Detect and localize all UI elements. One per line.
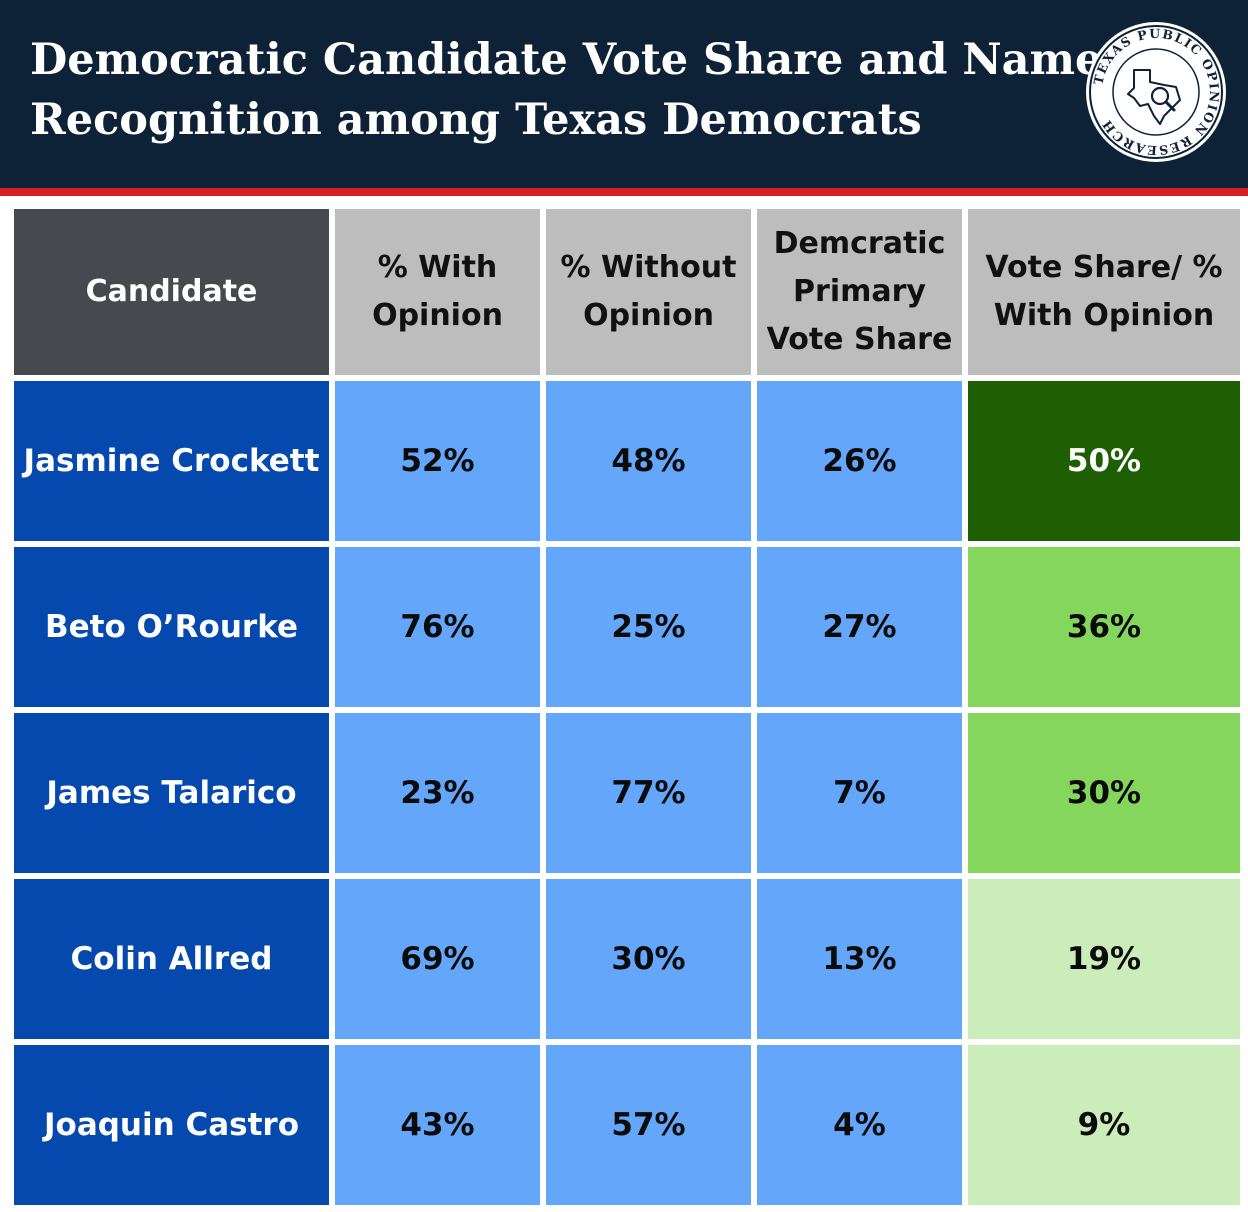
texas-outline-icon bbox=[1127, 69, 1181, 125]
candidate-name: Colin Allred bbox=[14, 879, 329, 1039]
vote-share-value: 7% bbox=[757, 713, 962, 873]
ratio-value: 9% bbox=[968, 1045, 1240, 1205]
ratio-value: 19% bbox=[968, 879, 1240, 1039]
table-row: Jasmine Crockett 52% 48% 26% 50% bbox=[14, 381, 1240, 541]
title-line-2: Recognition among Texas Democrats bbox=[30, 95, 922, 145]
table-row: James Talarico 23% 77% 7% 30% bbox=[14, 713, 1240, 873]
candidate-name: Jasmine Crockett bbox=[14, 381, 329, 541]
table-header-row: Candidate % With Opinion % Without Opini… bbox=[14, 209, 1240, 375]
without-opinion-value: 77% bbox=[546, 713, 751, 873]
vote-share-value: 13% bbox=[757, 879, 962, 1039]
header-banner bbox=[0, 0, 1248, 188]
col-header-ratio: Vote Share/ % With Opinion bbox=[968, 209, 1240, 375]
without-opinion-value: 48% bbox=[546, 381, 751, 541]
header-accent-line bbox=[0, 188, 1248, 196]
vote-share-value: 4% bbox=[757, 1045, 962, 1205]
ratio-value: 50% bbox=[968, 381, 1240, 541]
col-header-with-opinion: % With Opinion bbox=[335, 209, 540, 375]
table-row: Beto O’Rourke 76% 25% 27% 36% bbox=[14, 547, 1240, 707]
ratio-value: 36% bbox=[968, 547, 1240, 707]
vote-share-value: 26% bbox=[757, 381, 962, 541]
table-row: Joaquin Castro 43% 57% 4% 9% bbox=[14, 1045, 1240, 1205]
candidate-name: James Talarico bbox=[14, 713, 329, 873]
page-title: Democratic Candidate Vote Share and Name… bbox=[30, 30, 1103, 150]
candidate-name: Beto O’Rourke bbox=[14, 547, 329, 707]
texas-public-opinion-research-seal: TEXAS PUBLIC OPINION RESEARCH bbox=[1086, 22, 1226, 162]
without-opinion-value: 25% bbox=[546, 547, 751, 707]
with-opinion-value: 43% bbox=[335, 1045, 540, 1205]
col-header-vote-share: Demcratic Primary Vote Share bbox=[757, 209, 962, 375]
col-header-without-opinion: % Without Opinion bbox=[546, 209, 751, 375]
without-opinion-value: 57% bbox=[546, 1045, 751, 1205]
with-opinion-value: 76% bbox=[335, 547, 540, 707]
with-opinion-value: 52% bbox=[335, 381, 540, 541]
without-opinion-value: 30% bbox=[546, 879, 751, 1039]
vote-share-value: 27% bbox=[757, 547, 962, 707]
with-opinion-value: 23% bbox=[335, 713, 540, 873]
with-opinion-value: 69% bbox=[335, 879, 540, 1039]
table-row: Colin Allred 69% 30% 13% 19% bbox=[14, 879, 1240, 1039]
candidate-name: Joaquin Castro bbox=[14, 1045, 329, 1205]
ratio-value: 30% bbox=[968, 713, 1240, 873]
magnifier-icon bbox=[1150, 86, 1170, 106]
col-header-candidate: Candidate bbox=[14, 209, 329, 375]
results-table: Candidate % With Opinion % Without Opini… bbox=[8, 203, 1246, 1211]
title-line-1: Democratic Candidate Vote Share and Name bbox=[30, 35, 1103, 85]
